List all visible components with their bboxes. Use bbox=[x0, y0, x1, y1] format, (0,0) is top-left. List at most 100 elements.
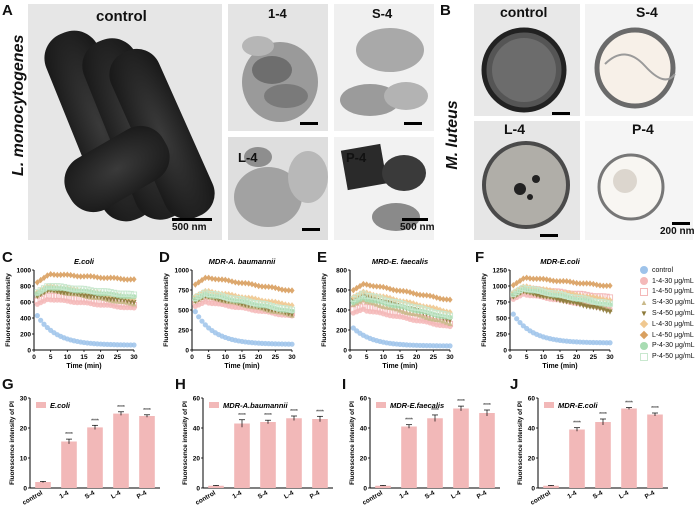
data-point-F bbox=[510, 311, 516, 317]
significance-label-G: **** bbox=[65, 432, 73, 438]
data-point-C bbox=[84, 273, 90, 280]
data-point-C bbox=[114, 290, 121, 297]
x-axis-label-F: Time (min) bbox=[542, 363, 577, 370]
data-point-D bbox=[236, 279, 242, 287]
data-point-F bbox=[517, 319, 523, 326]
data-point-F bbox=[567, 278, 573, 285]
legend-item: control bbox=[640, 265, 695, 276]
panel-label-i: I bbox=[342, 376, 347, 393]
cell-section-s-4 bbox=[585, 4, 693, 116]
bar-J bbox=[647, 414, 663, 488]
data-point-F bbox=[527, 275, 533, 282]
data-point-F bbox=[520, 275, 526, 282]
data-point-F bbox=[516, 286, 524, 293]
data-point-D bbox=[266, 283, 272, 291]
panel-label-j: J bbox=[510, 376, 519, 393]
data-point-E bbox=[360, 280, 366, 288]
significance-label-J: **** bbox=[625, 401, 633, 407]
em-label-l-4-a: L-4 bbox=[238, 150, 258, 165]
data-point-E bbox=[440, 310, 447, 318]
data-point-C bbox=[77, 285, 84, 292]
data-point-C bbox=[34, 289, 41, 296]
y-tick-label-E: 200 bbox=[336, 327, 347, 334]
data-point-C bbox=[41, 274, 47, 282]
data-point-D bbox=[262, 283, 268, 290]
data-point-F bbox=[526, 286, 534, 293]
data-point-E bbox=[404, 288, 410, 295]
em-image-l-4-a bbox=[228, 137, 328, 240]
data-point-E bbox=[443, 311, 450, 318]
x-tick-label-F: 20 bbox=[573, 354, 581, 361]
data-point-D bbox=[195, 293, 202, 300]
scale-text-p-4-a: 500 nm bbox=[400, 222, 435, 233]
y-tick-label-G: 20 bbox=[20, 425, 28, 432]
data-point-E bbox=[366, 293, 374, 300]
data-point-E bbox=[430, 309, 437, 316]
data-point-F bbox=[550, 277, 556, 284]
bacteria-micrograph-p-4 bbox=[334, 137, 434, 240]
legend-item: ▲ S-4-30 μg/mL bbox=[640, 297, 695, 308]
cell-section-p-4 bbox=[585, 121, 693, 240]
data-point-E bbox=[390, 298, 397, 306]
significance-label-J: **** bbox=[651, 406, 659, 412]
data-point-D bbox=[256, 296, 262, 303]
scale-bar-1-4 bbox=[300, 122, 318, 125]
data-point-C bbox=[98, 274, 104, 282]
panel-label-d: D bbox=[159, 249, 170, 266]
y-axis-label-J: Fluorescence intensity of PI bbox=[517, 401, 524, 485]
data-point-F bbox=[604, 282, 610, 289]
data-point-D bbox=[212, 291, 219, 298]
data-point-C bbox=[50, 283, 58, 290]
data-point-F bbox=[590, 280, 596, 288]
panel-label-f: F bbox=[475, 249, 485, 266]
data-point-C bbox=[94, 288, 101, 295]
data-point-F bbox=[564, 278, 570, 285]
data-point-D bbox=[212, 275, 218, 283]
data-point-D bbox=[225, 294, 232, 301]
data-point-F bbox=[570, 290, 576, 298]
significance-label-J: **** bbox=[573, 421, 581, 427]
data-point-C bbox=[47, 292, 54, 299]
data-point-E bbox=[447, 343, 453, 349]
data-point-E bbox=[436, 310, 444, 317]
legend-label: L-4-30 μg/mL bbox=[652, 320, 694, 328]
significance-label-I: **** bbox=[431, 408, 439, 414]
data-point-D bbox=[286, 287, 292, 294]
data-point-E bbox=[350, 295, 357, 303]
data-point-E bbox=[433, 310, 440, 317]
data-point-D bbox=[202, 274, 208, 282]
data-point-E bbox=[427, 315, 433, 321]
data-point-E bbox=[416, 305, 424, 312]
data-point-E bbox=[447, 320, 453, 326]
x-tick-label-C: 5 bbox=[49, 354, 53, 361]
bar-H bbox=[234, 423, 250, 488]
data-point-E bbox=[414, 311, 420, 317]
data-point-F bbox=[566, 293, 574, 301]
data-point-D bbox=[218, 292, 226, 299]
y-tick-label-J: 0 bbox=[531, 485, 535, 492]
data-point-C bbox=[131, 299, 137, 306]
data-point-C bbox=[121, 276, 127, 283]
x-tick-label-E: 5 bbox=[365, 354, 369, 361]
data-point-E bbox=[397, 287, 403, 295]
data-point-F bbox=[543, 289, 550, 296]
x-axis-label-D: Time (min) bbox=[224, 363, 259, 370]
data-point-D bbox=[192, 309, 198, 315]
legend-label: 1-4-50 μg/mL bbox=[652, 288, 694, 296]
bacteria-micrograph-s-4 bbox=[334, 4, 434, 131]
x-tick-label-F: 30 bbox=[606, 354, 614, 361]
data-point-D bbox=[255, 300, 262, 307]
x-tick-label-I: 1-4 bbox=[398, 489, 410, 500]
data-point-E bbox=[356, 303, 364, 310]
em-label-control-b: control bbox=[500, 4, 548, 20]
x-tick-label-J: P-4 bbox=[644, 489, 657, 500]
data-point-F bbox=[590, 298, 597, 305]
x-tick-label-C: 0 bbox=[32, 354, 36, 361]
data-point-E bbox=[384, 293, 390, 301]
x-tick-label-J: 1-4 bbox=[566, 489, 578, 500]
scale-bar-control-a bbox=[172, 218, 212, 221]
data-point-C bbox=[84, 286, 91, 293]
y-tick-label-D: 250 bbox=[178, 327, 189, 334]
scale-bar-control-b bbox=[552, 112, 570, 115]
